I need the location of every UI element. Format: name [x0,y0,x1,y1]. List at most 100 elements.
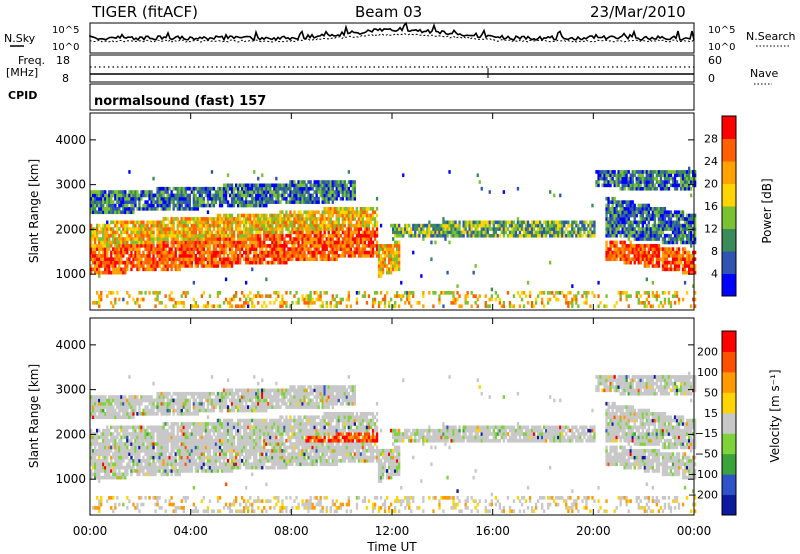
power-cell [486,220,489,225]
power-cell [273,230,276,235]
y-tick-label: 2000 [55,222,86,236]
power-cell [202,237,206,241]
power-cell [627,260,630,265]
power-cell [218,200,222,204]
power-cell [681,240,685,245]
power-cell [98,254,101,258]
power-cell [138,264,141,268]
power-cell [690,254,693,258]
power-cell [343,230,347,235]
power-cell [323,257,326,262]
power-cell [325,186,328,191]
power-cell [506,227,510,231]
power-cell [452,297,455,302]
power-cell [277,250,280,255]
power-cell [637,230,640,235]
power-cell [379,254,383,258]
power-cell [132,297,135,302]
velocity-cell [94,435,97,440]
power-cell [605,207,608,211]
power-cell [690,237,693,241]
power-cell [627,233,630,238]
power-cell [575,294,578,298]
power-cell [186,203,189,208]
power-cell [454,230,457,235]
velocity-cell [92,405,95,409]
power-cell [108,237,111,241]
power-cell [688,260,691,265]
power-cell [365,254,369,258]
power-cell [94,230,97,235]
power-cell [239,240,242,245]
power-cell [114,210,117,215]
power-cell [470,227,473,231]
power-cell [424,230,427,235]
power-cell [474,294,477,298]
power-cell [200,237,204,241]
power-cell [110,240,113,245]
power-cell [327,210,330,215]
power-cell [228,193,232,198]
power-cell [249,227,252,231]
power-cell [230,203,234,208]
power-cell [647,233,651,238]
power-cell [305,186,308,191]
power-cell [625,233,628,238]
power-cell [329,183,332,188]
power-cell [212,237,216,241]
power-cell [257,223,260,228]
power-cell [94,260,97,265]
power-cell [281,196,284,201]
power-cell [476,220,479,225]
velocity-cell [110,455,113,460]
power-cell [269,301,272,305]
power-cell [325,223,328,228]
power-cell [655,294,659,298]
power-cell [255,257,258,262]
power-cell [104,240,107,245]
power-cell [293,227,296,231]
power-cell [663,176,667,181]
power-cell [617,220,620,225]
power-cell [192,203,196,208]
power-cell [615,227,618,231]
power-cell [605,240,608,245]
power-cell [104,207,107,211]
power-cell [186,227,189,231]
power-cell [633,247,636,251]
power-cell [516,233,520,238]
power-cell [398,254,401,258]
velocity-cell [90,472,93,477]
power-cell [108,291,111,295]
power-cell [297,190,300,194]
power-cell [257,217,260,221]
power-cell [160,250,163,255]
power-cell [162,220,165,225]
power-cell [635,210,638,215]
power-cell [253,294,256,298]
power-cell [142,230,145,235]
velocity-cell [96,449,99,453]
power-cell [637,233,640,238]
noise-sky-line [89,21,695,42]
power-cell [357,254,361,258]
power-cell [524,223,528,228]
power-cell [655,260,659,265]
power-cell [180,233,183,238]
power-cell [373,217,377,221]
power-cell [657,257,661,262]
power-cell [690,180,693,184]
power-cell [190,237,194,241]
power-cell [373,230,377,235]
power-cell [327,196,330,201]
power-cell [98,200,101,204]
power-cell [172,240,175,245]
power-cell [182,250,185,255]
power-cell [359,233,363,238]
power-cell [134,257,137,262]
power-cell [327,237,330,241]
power-cell [537,230,540,235]
power-cell [220,257,224,262]
power-cell [667,227,671,231]
power-cell [657,217,661,221]
